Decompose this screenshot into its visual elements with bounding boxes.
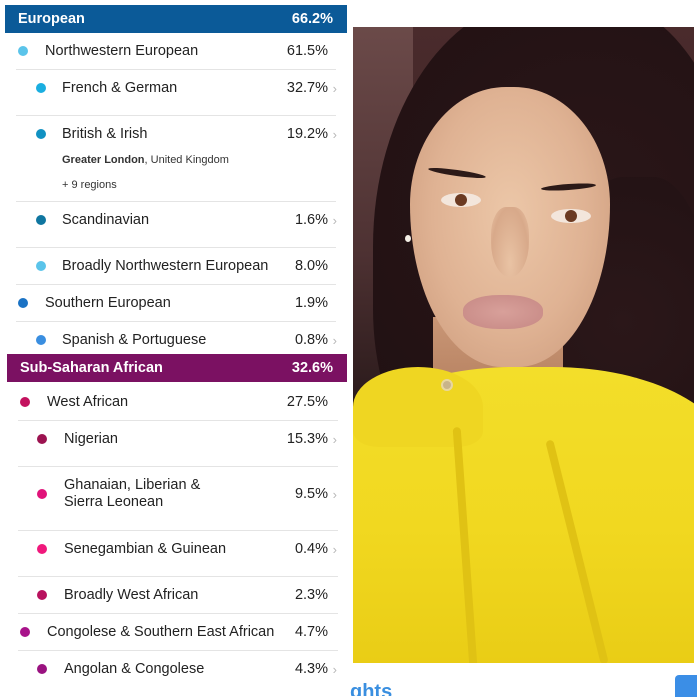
divider (16, 201, 336, 202)
chevron-right-icon[interactable]: › (332, 127, 337, 142)
group-percent: 1.9% (294, 295, 328, 311)
divider (18, 420, 338, 421)
location-text: Greater London, United Kingdom (62, 153, 229, 167)
photo-eye-left (441, 193, 481, 207)
photo-grommet (441, 379, 453, 391)
item-ghanaian-liberian-sierra-leonean[interactable]: Ghanaian, Liberian & Sierra Leonean 9.5%… (0, 477, 352, 517)
group-label: Northwestern European (45, 43, 199, 59)
photo-hood (353, 367, 483, 447)
dot-icon (36, 335, 46, 345)
item-label: Senegambian & Guinean (64, 541, 227, 557)
item-percent: 15.3% (286, 431, 328, 447)
group-percent: 27.5% (286, 394, 328, 410)
region-header-sub-saharan-african: Sub-Saharan African 32.6% (7, 354, 347, 382)
dot-icon (37, 544, 47, 554)
dot-icon (36, 215, 46, 225)
group-label: Southern European (45, 295, 171, 311)
item-percent: 2.3% (294, 587, 328, 603)
group-percent: 4.7% (294, 624, 328, 640)
region-percent: 66.2% (291, 11, 333, 27)
item-label: British & Irish (62, 126, 148, 142)
group-percent: 61.5% (286, 43, 328, 59)
divider (16, 321, 336, 322)
item-label: Scandinavian (62, 212, 150, 228)
dot-icon (37, 590, 47, 600)
item-label: Broadly West African (64, 587, 199, 603)
item-british-irish[interactable]: British & Irish 19.2% › Greater London, … (0, 126, 352, 196)
photo-earring (405, 235, 411, 242)
photo-lips (463, 295, 543, 329)
chevron-right-icon[interactable]: › (332, 81, 337, 96)
dot-icon (36, 83, 46, 93)
region-header-european: European 66.2% (5, 5, 347, 33)
item-label: French & German (62, 80, 178, 96)
item-label-line2: Sierra Leonean (64, 494, 164, 510)
chevron-right-icon[interactable]: › (332, 213, 337, 228)
item-percent: 9.5% (294, 486, 328, 502)
divider (16, 247, 336, 248)
item-label: Broadly Northwestern European (62, 258, 269, 274)
item-label: Spanish & Portuguese (62, 332, 207, 348)
item-label: Nigerian (64, 431, 118, 447)
divider (16, 69, 336, 70)
divider (18, 576, 338, 577)
dot-icon (20, 397, 30, 407)
dot-icon (36, 261, 46, 271)
region-name: European (18, 11, 85, 27)
ethnicity-estimate-panel: European 66.2% Northwestern European 61.… (0, 5, 352, 677)
photo-eye-right (551, 209, 591, 223)
item-percent: 4.3% (294, 661, 328, 677)
more-regions-link[interactable]: + 9 regions (62, 179, 117, 191)
dot-icon (37, 434, 47, 444)
divider (18, 613, 338, 614)
item-percent: 1.6% (294, 212, 328, 228)
dot-icon (18, 298, 28, 308)
item-label-line1: Ghanaian, Liberian & (64, 477, 201, 493)
group-label: West African (47, 394, 129, 410)
item-percent: 8.0% (294, 258, 328, 274)
region-percent: 32.6% (291, 360, 333, 376)
divider (18, 530, 338, 531)
item-percent: 32.7% (286, 80, 328, 96)
dot-icon (37, 664, 47, 674)
item-percent: 19.2% (286, 126, 328, 142)
region-name: Sub-Saharan African (20, 360, 163, 376)
item-label: Angolan & Congolese (64, 661, 205, 677)
item-percent: 0.8% (294, 332, 328, 348)
chevron-right-icon[interactable]: › (332, 662, 337, 677)
photo-nose (491, 207, 529, 277)
location-country: , United Kingdom (144, 154, 229, 166)
footer-partial-heading: ghts (350, 682, 393, 696)
divider (16, 284, 336, 285)
chevron-right-icon[interactable]: › (332, 487, 337, 502)
dot-icon (36, 129, 46, 139)
item-percent: 0.4% (294, 541, 328, 557)
portrait-photo (353, 27, 694, 663)
location-bold: Greater London (62, 154, 145, 166)
dot-icon (37, 489, 47, 499)
chevron-right-icon[interactable]: › (332, 432, 337, 447)
footer-button[interactable] (675, 675, 697, 697)
divider (16, 115, 336, 116)
divider (18, 466, 338, 467)
chevron-right-icon[interactable]: › (332, 333, 337, 348)
dot-icon (20, 627, 30, 637)
dot-icon (18, 46, 28, 56)
divider (18, 650, 338, 651)
group-label: Congolese & Southern East African (47, 624, 275, 640)
chevron-right-icon[interactable]: › (332, 542, 337, 557)
